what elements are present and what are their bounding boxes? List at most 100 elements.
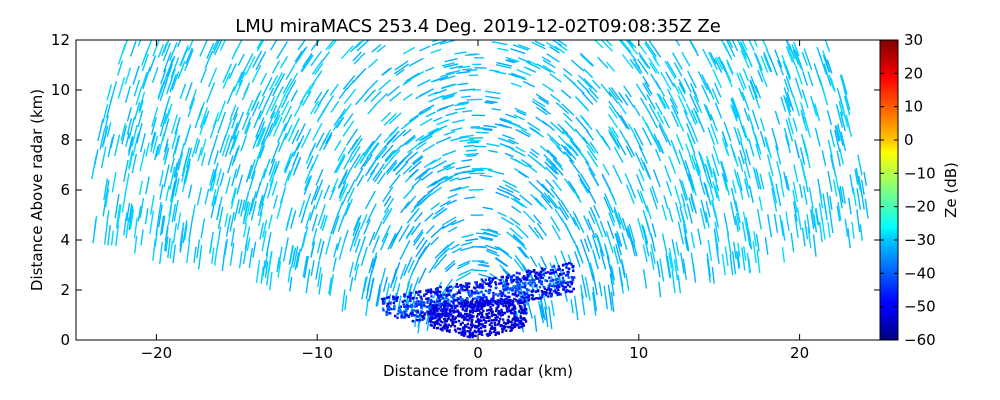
noise-echo bbox=[574, 213, 585, 234]
noise-echo bbox=[692, 263, 697, 283]
y-axis-label: Distance Above radar (km) bbox=[28, 89, 46, 291]
echo-gate bbox=[551, 268, 555, 272]
noise-echo bbox=[352, 215, 362, 237]
noise-echo bbox=[689, 40, 700, 57]
noise-echo bbox=[138, 91, 146, 112]
noise-echo bbox=[279, 56, 289, 69]
echo-gate bbox=[527, 294, 531, 297]
echo-gate bbox=[535, 284, 538, 287]
noise-echo bbox=[342, 166, 353, 185]
noise-echo bbox=[459, 134, 474, 138]
echo-gate bbox=[446, 304, 449, 307]
echo-gate bbox=[420, 304, 423, 308]
noise-echo bbox=[329, 274, 334, 296]
echo-gate bbox=[478, 298, 482, 301]
noise-echo bbox=[737, 115, 747, 139]
echo-gate bbox=[517, 277, 521, 280]
noise-echo bbox=[529, 255, 538, 268]
noise-echo bbox=[775, 145, 782, 165]
noise-echo bbox=[563, 112, 573, 123]
echo-gate bbox=[454, 305, 457, 309]
noise-echo bbox=[442, 94, 455, 99]
noise-echo bbox=[514, 107, 527, 115]
noise-echo bbox=[144, 208, 149, 225]
echo-gate bbox=[568, 285, 572, 288]
noise-echo bbox=[138, 180, 143, 196]
noise-echo bbox=[609, 273, 615, 297]
noise-echo bbox=[726, 232, 732, 256]
noise-echo bbox=[750, 75, 759, 94]
noise-echo bbox=[272, 194, 279, 209]
echo-gate bbox=[488, 288, 492, 292]
noise-echo bbox=[150, 131, 156, 146]
noise-echo bbox=[258, 106, 266, 120]
noise-echo bbox=[649, 251, 655, 270]
noise-echo bbox=[399, 263, 407, 280]
noise-echo bbox=[250, 92, 260, 112]
noise-echo bbox=[572, 216, 581, 231]
echo-gate bbox=[411, 297, 415, 300]
echo-gate bbox=[474, 331, 478, 334]
noise-echo bbox=[92, 219, 97, 244]
noise-echo bbox=[231, 113, 238, 129]
echo-gate bbox=[566, 270, 569, 274]
noise-echo bbox=[329, 186, 336, 201]
echo-gate bbox=[396, 296, 399, 299]
noise-echo bbox=[829, 129, 836, 148]
echo-gate bbox=[480, 302, 483, 305]
noise-echo bbox=[166, 57, 174, 76]
noise-echo bbox=[126, 202, 131, 221]
echo-gate bbox=[494, 333, 497, 337]
noise-echo bbox=[263, 87, 275, 108]
noise-echo bbox=[444, 58, 458, 63]
noise-echo bbox=[680, 211, 687, 228]
echo-gate bbox=[419, 295, 422, 298]
noise-echo bbox=[157, 44, 165, 58]
noise-echo bbox=[132, 65, 140, 85]
noise-echo bbox=[661, 204, 668, 221]
noise-echo bbox=[635, 83, 648, 101]
noise-echo bbox=[781, 220, 786, 241]
noise-echo bbox=[159, 169, 164, 187]
noise-echo bbox=[417, 246, 428, 260]
echo-gate bbox=[497, 293, 501, 296]
echo-gate bbox=[513, 310, 517, 314]
echo-gate bbox=[524, 284, 527, 287]
noise-echo bbox=[141, 53, 149, 72]
noise-echo bbox=[343, 229, 349, 244]
noise-echo bbox=[860, 179, 865, 196]
noise-echo bbox=[160, 68, 167, 85]
noise-echo bbox=[568, 212, 577, 227]
noise-echo bbox=[236, 174, 244, 195]
noise-echo bbox=[597, 56, 609, 69]
noise-echo bbox=[368, 142, 380, 157]
noise-echo bbox=[495, 256, 509, 267]
noise-echo bbox=[163, 40, 170, 53]
noise-echo bbox=[757, 69, 764, 83]
noise-echo bbox=[296, 123, 306, 142]
echo-gate bbox=[492, 313, 495, 316]
noise-echo bbox=[99, 128, 106, 150]
noise-echo bbox=[318, 273, 323, 295]
noise-echo bbox=[725, 40, 736, 58]
noise-echo bbox=[415, 141, 427, 151]
noise-echo bbox=[746, 252, 751, 274]
noise-echo bbox=[588, 210, 596, 225]
echo-gate bbox=[478, 332, 481, 336]
echo-gate bbox=[474, 334, 477, 338]
noise-echo bbox=[801, 227, 806, 247]
echo-gate bbox=[507, 304, 511, 308]
noise-echo bbox=[349, 145, 361, 163]
noise-echo bbox=[433, 75, 449, 82]
echo-gate bbox=[547, 286, 551, 290]
echo-gate bbox=[487, 290, 490, 294]
echo-gate bbox=[570, 282, 573, 286]
noise-echo bbox=[482, 128, 493, 132]
noise-echo bbox=[159, 113, 168, 137]
echo-gate bbox=[440, 315, 444, 318]
noise-echo bbox=[857, 175, 863, 193]
noise-echo bbox=[355, 90, 368, 106]
noise-echo bbox=[287, 207, 293, 223]
noise-echo bbox=[642, 82, 651, 97]
echo-gate bbox=[507, 291, 510, 294]
